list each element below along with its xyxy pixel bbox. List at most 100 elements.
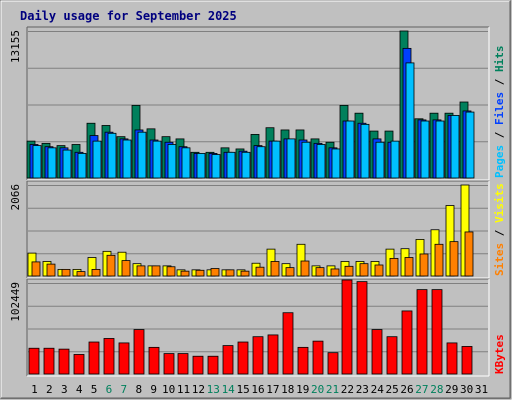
day-label-3: 3 <box>61 383 68 396</box>
visits-bar-sites-day-16 <box>255 266 265 277</box>
usage-bar-pages-day-3 <box>62 149 72 179</box>
day-label-18: 18 <box>281 383 294 396</box>
visits-bar-sites-day-30 <box>464 231 474 277</box>
visits-bar-sites-day-29 <box>449 241 459 277</box>
kbytes-bar-kbytes-day-21 <box>327 352 339 375</box>
visits-bar-sites-day-21 <box>330 268 340 277</box>
usage-bar-pages-day-4 <box>77 153 87 179</box>
kbytes-bar-kbytes-day-29 <box>446 342 458 375</box>
visits-bar-sites-day-15 <box>240 270 250 277</box>
chart-panels: 13155 Pages / Files / Hits 2066 Sites / Vis… <box>9 26 506 377</box>
kbytes-bar-kbytes-day-3 <box>58 348 70 375</box>
visits-legend: Sites / Visits <box>493 183 506 276</box>
visits-bar-sites-day-14 <box>225 269 235 277</box>
day-label-30: 30 <box>460 383 473 396</box>
day-label-16: 16 <box>251 383 264 396</box>
day-label-20: 20 <box>311 383 324 396</box>
usage-bar-pages-day-23 <box>360 123 370 179</box>
visits-bar-sites-day-1 <box>31 261 41 277</box>
kbytes-bar-kbytes-day-18 <box>282 312 294 375</box>
kbytes-bar-kbytes-day-15 <box>237 341 249 375</box>
usage-legend: Pages / Files / Hits <box>493 46 506 179</box>
kbytes-bar-kbytes-day-2 <box>43 347 55 375</box>
visits-bar-sites-day-4 <box>76 271 86 277</box>
kbytes-bar-kbytes-day-27 <box>416 289 428 375</box>
visits-bar-sites-day-3 <box>61 268 71 277</box>
day-label-5: 5 <box>91 383 98 396</box>
usage-bar-pages-day-12 <box>196 153 206 179</box>
usage-bar-pages-day-13 <box>211 154 221 179</box>
day-label-10: 10 <box>162 383 175 396</box>
visits-bar-sites-day-7 <box>121 260 131 277</box>
kbytes-bar-kbytes-day-24 <box>371 329 383 375</box>
visits-legend-item-2: Visits <box>493 183 506 223</box>
kbytes-bar-kbytes-day-14 <box>222 345 234 375</box>
kbytes-legend: KBytes <box>493 334 506 374</box>
visits-bar-sites-day-19 <box>300 260 310 277</box>
day-label-21: 21 <box>326 383 339 396</box>
usage-bar-pages-day-21 <box>331 148 341 179</box>
kbytes-bar-kbytes-day-1 <box>28 347 40 375</box>
kbytes-bar-kbytes-day-22 <box>341 279 353 375</box>
day-label-17: 17 <box>266 383 279 396</box>
visits-panel: 2066 Sites / Visits <box>9 180 506 279</box>
usage-bar-pages-day-26 <box>405 62 415 179</box>
visits-bar-sites-day-13 <box>210 268 220 277</box>
kbytes-bar-kbytes-day-23 <box>356 281 368 375</box>
kbytes-bar-kbytes-day-25 <box>386 336 398 375</box>
visits-bar-sites-day-5 <box>91 268 101 277</box>
kbytes-bar-kbytes-day-26 <box>401 310 413 375</box>
kbytes-bar-kbytes-day-17 <box>267 334 279 375</box>
kbytes-bar-kbytes-day-13 <box>207 355 219 375</box>
visits-legend-item-0: Sites <box>493 243 506 276</box>
day-label-26: 26 <box>400 383 413 396</box>
visits-bar-sites-day-27 <box>419 253 429 277</box>
day-label-23: 23 <box>356 383 369 396</box>
usage-bar-pages-day-29 <box>450 115 460 179</box>
usage-legend-item-3: / <box>493 72 506 92</box>
usage-bar-pages-day-6 <box>107 132 117 179</box>
usage-legend-item-0: Pages <box>493 145 506 178</box>
usage-bar-pages-day-14 <box>226 151 236 179</box>
usage-bar-pages-day-19 <box>301 141 311 179</box>
day-label-31: 31 <box>475 383 488 396</box>
kbytes-bar-kbytes-day-28 <box>431 289 443 375</box>
visits-bar-sites-day-24 <box>374 264 384 277</box>
visits-bar-sites-day-23 <box>359 263 369 277</box>
kbytes-bar-kbytes-day-19 <box>297 346 309 375</box>
visits-bar-sites-day-6 <box>106 254 116 277</box>
usage-bar-pages-day-25 <box>390 140 400 179</box>
visits-bar-sites-day-20 <box>315 267 325 277</box>
usage-bar-pages-day-5 <box>92 140 102 179</box>
visits-bar-sites-day-26 <box>404 257 414 277</box>
day-label-11: 11 <box>177 383 190 396</box>
day-label-1: 1 <box>31 383 38 396</box>
day-label-6: 6 <box>106 383 113 396</box>
day-label-29: 29 <box>445 383 458 396</box>
visits-bar-sites-day-18 <box>285 267 295 277</box>
visits-bar-sites-day-17 <box>270 261 280 277</box>
usage-legend-item-2: Files <box>493 92 506 125</box>
visits-bar-sites-day-10 <box>166 266 176 277</box>
visits-bar-sites-day-22 <box>344 265 354 277</box>
kbytes-bar-kbytes-day-7 <box>118 342 130 375</box>
usage-bar-pages-day-24 <box>375 141 385 179</box>
day-label-7: 7 <box>121 383 128 396</box>
usage-bar-pages-day-10 <box>167 144 177 179</box>
visits-bar-sites-day-9 <box>151 265 161 277</box>
usage-bar-pages-day-2 <box>47 147 57 179</box>
usage-legend-item-4: Hits <box>493 46 506 73</box>
usage-panel: 13155 Pages / Files / Hits <box>9 26 506 181</box>
visits-bar-sites-day-28 <box>434 243 444 277</box>
usage-bar-pages-day-28 <box>435 120 445 179</box>
day-label-8: 8 <box>135 383 142 396</box>
usage-bar-pages-day-20 <box>316 144 326 179</box>
day-label-2: 2 <box>46 383 53 396</box>
day-label-24: 24 <box>371 383 385 396</box>
usage-bar-pages-day-27 <box>420 120 430 179</box>
usage-bar-pages-day-18 <box>286 138 296 179</box>
usage-bar-pages-day-16 <box>256 146 266 179</box>
day-label-4: 4 <box>76 383 83 396</box>
visits-legend-item-1: / <box>493 223 506 243</box>
